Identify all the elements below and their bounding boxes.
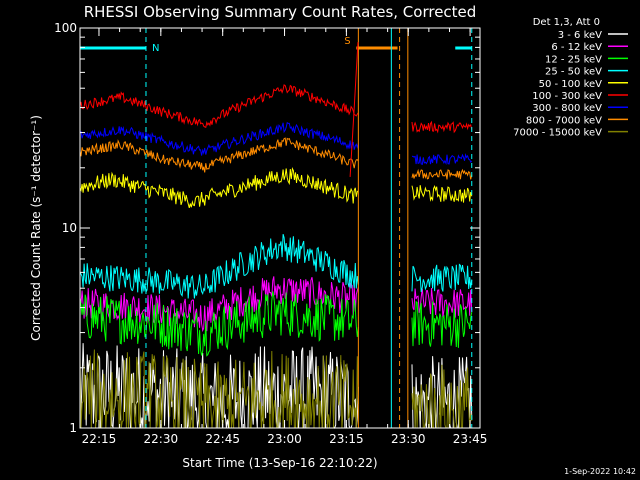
series-trace	[79, 291, 359, 357]
series-trace	[79, 166, 359, 209]
series-trace	[411, 300, 473, 348]
series-layer	[79, 84, 473, 430]
x-tick-label: 23:30	[391, 432, 426, 446]
x-tick-label: 22:30	[144, 432, 179, 446]
legend-label: 6 - 12 keV	[551, 42, 602, 53]
series-trace	[411, 287, 473, 318]
y-tick-label: 100	[54, 21, 77, 35]
legend-label: 7000 - 15000 keV	[513, 128, 602, 139]
series-trace	[411, 120, 473, 134]
x-tick-label: 23:15	[329, 432, 364, 446]
series-300to800keV	[79, 121, 473, 166]
series-25to50keV	[79, 233, 473, 299]
y-tick-label: 10	[62, 221, 77, 235]
legend-label: 300 - 800 keV	[532, 103, 602, 114]
timestamp: 1-Sep-2022 10:42	[564, 467, 636, 476]
x-tick-label: 22:45	[205, 432, 240, 446]
series-trace	[411, 168, 473, 180]
flag-label: S	[344, 36, 350, 47]
series-100to300keV	[79, 84, 473, 134]
series-trace	[79, 121, 359, 156]
series-trace	[79, 84, 359, 128]
series-trace	[79, 276, 359, 333]
legend-label: 12 - 25 keV	[545, 54, 602, 65]
flag-label: N	[152, 43, 159, 54]
legend-label: 50 - 100 keV	[539, 79, 603, 90]
series-trace	[411, 263, 473, 293]
series-12to25keV	[79, 291, 473, 357]
x-tick-label: 23:00	[267, 432, 302, 446]
legend-title: Det 1,3, Att 0	[533, 17, 600, 28]
legend-label: 3 - 6 keV	[558, 30, 602, 41]
series-trace	[411, 152, 473, 166]
x-axis-ticks: 22:15 22:30 22:45 23:00 23:15 23:30 23:45	[82, 28, 488, 446]
series-800to7000keV	[79, 137, 473, 180]
x-tick-label: 23:45	[453, 432, 488, 446]
series-6to12keV	[79, 276, 473, 333]
y-tick-label: 1	[69, 421, 77, 435]
series-trace	[79, 137, 359, 173]
y-axis-ticks: 1 10 100	[54, 21, 480, 435]
series-trace	[411, 185, 473, 203]
flare-rise-trace	[349, 42, 359, 177]
x-axis-label: Start Time (13-Sep-16 22:10:22)	[182, 456, 377, 470]
series-trace	[79, 233, 359, 299]
chart-title: RHESSI Observing Summary Count Rates, Co…	[84, 3, 477, 21]
legend-label: 25 - 50 keV	[545, 67, 602, 78]
y-axis-label: Corrected Count Rate (s⁻¹ detector⁻¹)	[29, 115, 43, 341]
x-tick-label: 22:15	[82, 432, 117, 446]
legend-label: 800 - 7000 keV	[526, 115, 602, 126]
legend-label: 100 - 300 keV	[532, 91, 602, 102]
series-50to100keV	[79, 166, 473, 209]
